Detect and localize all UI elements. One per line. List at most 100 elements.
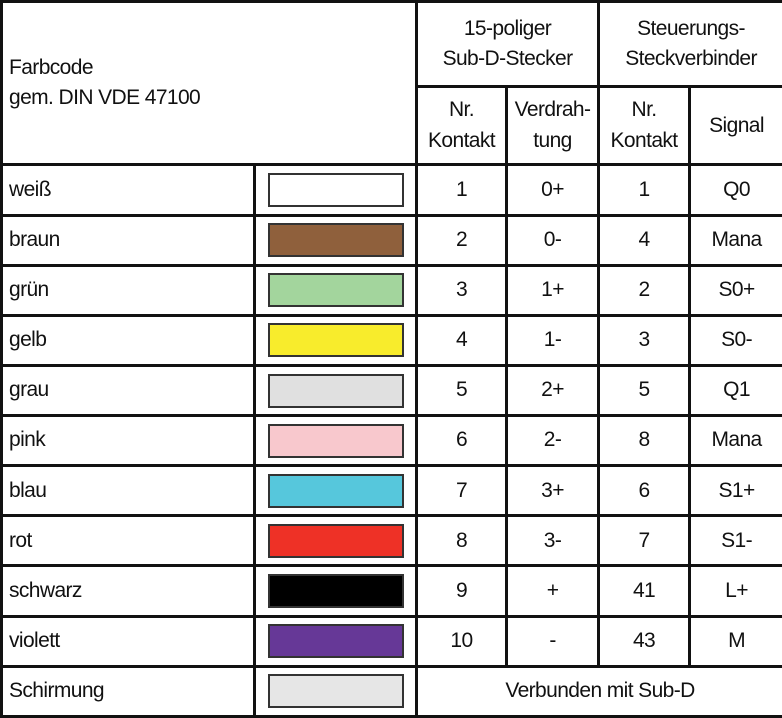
color-swatch-cell (252, 213, 419, 267)
table-row: gelb 4 1- 3 S0- (0, 313, 782, 367)
color-name: weiß (0, 163, 256, 217)
table-row: pink 6 2- 8 Mana (0, 414, 782, 468)
color-name: braun (0, 213, 256, 267)
signal: S1+ (688, 464, 782, 518)
header-subd: 15-poliger Sub-D-Stecker (415, 0, 601, 89)
signal: Mana (688, 213, 782, 267)
color-swatch-cell (252, 363, 419, 418)
color-name: gelb (0, 313, 256, 367)
color-swatch (267, 323, 404, 358)
table-row: grün 3 1+ 2 S0+ (0, 263, 782, 317)
color-swatch-cell (252, 464, 419, 518)
color-name: grau (0, 363, 256, 418)
header-nr2-line1: Nr. (631, 98, 658, 122)
header-nr1-line2: Kontakt (428, 128, 496, 152)
color-swatch (267, 574, 404, 609)
subd-contact: 8 (415, 514, 509, 568)
subd-contact: 9 (415, 564, 509, 618)
wiring: 1+ (505, 263, 601, 317)
wiring: - (505, 614, 601, 668)
header-subd-line2: Sub-D-Stecker (442, 47, 574, 71)
subd-contact: 7 (415, 464, 509, 518)
header-subd-line1: 15-poliger (463, 16, 552, 40)
table-row: weiß 1 0+ 1 Q0 (0, 163, 782, 217)
shield-swatch-cell (252, 664, 419, 718)
signal: S1- (688, 514, 782, 568)
connector-contact: 8 (597, 414, 692, 468)
color-swatch-cell (252, 414, 419, 468)
connector-contact: 5 (597, 363, 692, 418)
color-swatch (267, 523, 404, 558)
color-swatch (267, 373, 404, 408)
header-farbcode-line1: Farbcode (9, 55, 94, 79)
shield-row: Schirmung Verbunden mit Sub-D (0, 664, 782, 718)
header-steuer-line2: Steckverbinder (625, 47, 757, 71)
subd-contact: 6 (415, 414, 509, 468)
wiring: + (505, 564, 601, 618)
color-swatch (267, 273, 404, 308)
wiring: 3- (505, 514, 601, 568)
shield-note: Verbunden mit Sub-D (415, 664, 782, 718)
color-swatch (267, 223, 404, 258)
color-swatch (267, 473, 404, 508)
color-name: pink (0, 414, 256, 468)
connector-contact: 7 (597, 514, 692, 568)
connector-contact: 6 (597, 464, 692, 518)
signal: Q0 (688, 163, 782, 217)
header-nr-kontakt-2: Nr. Kontakt (597, 85, 692, 167)
connector-contact: 2 (597, 263, 692, 317)
connector-contact: 41 (597, 564, 692, 618)
color-swatch-cell (252, 614, 419, 668)
wiring: 3+ (505, 464, 601, 518)
signal: Q1 (688, 363, 782, 418)
subd-contact: 1 (415, 163, 509, 217)
table-row: braun 2 0- 4 Mana (0, 213, 782, 267)
wiring: 2+ (505, 363, 601, 418)
signal: M (688, 614, 782, 668)
color-name: grün (0, 263, 256, 317)
header-nr2-line2: Kontakt (610, 128, 679, 152)
color-swatch (267, 674, 404, 709)
color-name: violett (0, 614, 256, 668)
signal: S0+ (688, 263, 782, 317)
signal: L+ (688, 564, 782, 618)
header-farbcode: Farbcode gem. DIN VDE 47100 (0, 0, 419, 167)
header-verdrahtung: Verdrah-tung (505, 85, 601, 167)
subd-contact: 4 (415, 313, 509, 367)
header-signal: Signal (688, 85, 782, 167)
color-swatch-cell (252, 313, 419, 367)
connector-contact: 3 (597, 313, 692, 367)
subd-contact: 2 (415, 213, 509, 267)
wiring: 1- (505, 313, 601, 367)
color-swatch (267, 624, 404, 659)
header-nr1-line1: Nr. (448, 98, 475, 122)
header-verd-line1: Verdrah- (514, 98, 591, 122)
connector-contact: 1 (597, 163, 692, 217)
signal: Mana (688, 414, 782, 468)
header-steuer: Steuerungs- Steckverbinder (597, 0, 782, 89)
color-swatch (267, 423, 404, 458)
color-swatch-cell (252, 263, 419, 317)
color-swatch-cell (252, 163, 419, 217)
color-swatch (267, 173, 404, 208)
color-swatch-cell (252, 564, 419, 618)
signal: S0- (688, 313, 782, 367)
table-row: schwarz 9 + 41 L+ (0, 564, 782, 618)
subd-contact: 10 (415, 614, 509, 668)
connector-contact: 4 (597, 213, 692, 267)
color-name: rot (0, 514, 256, 568)
subd-contact: 3 (415, 263, 509, 317)
table-row: grau 5 2+ 5 Q1 (0, 363, 782, 418)
wiring: 0- (505, 213, 601, 267)
table-row: rot 8 3- 7 S1- (0, 514, 782, 568)
color-name: blau (0, 464, 256, 518)
wiring: 0+ (505, 163, 601, 217)
header-farbcode-line2: gem. DIN VDE 47100 (9, 86, 201, 110)
table-row: blau 7 3+ 6 S1+ (0, 464, 782, 518)
header-steuer-line1: Steuerungs- (637, 16, 745, 40)
color-name: schwarz (0, 564, 256, 618)
color-swatch-cell (252, 514, 419, 568)
header-nr-kontakt-1: Nr. Kontakt (415, 85, 509, 167)
wiring: 2- (505, 414, 601, 468)
